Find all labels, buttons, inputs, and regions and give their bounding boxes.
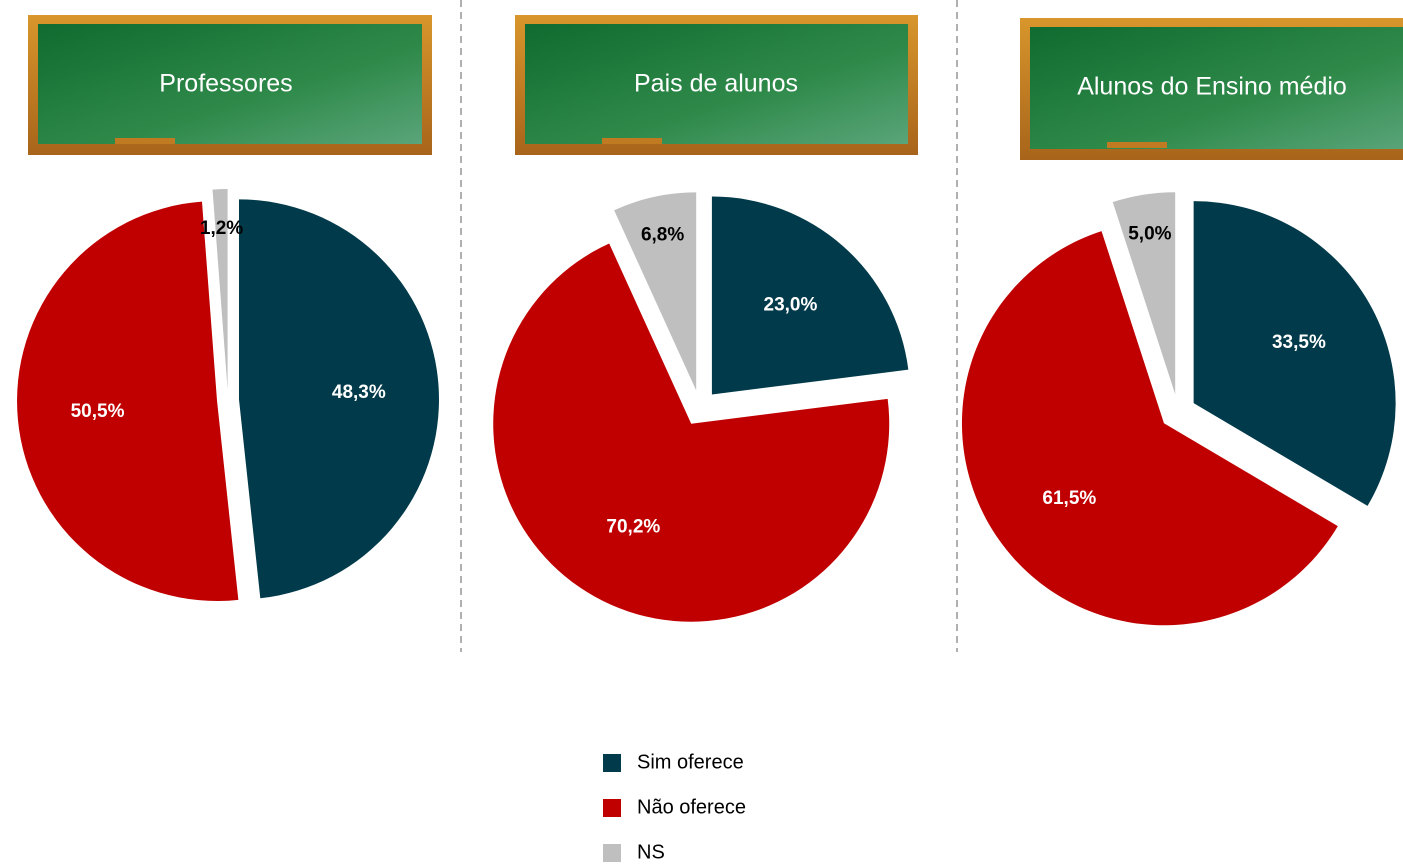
value-label: 6,8% [641,225,684,246]
value-label: 48,3% [332,382,386,403]
value-label: 70,2% [606,516,660,537]
board-title: Alunos do Ensino médio [1077,73,1347,101]
legend-label: NS [637,841,665,863]
legend-swatch [603,754,621,772]
value-label: 50,5% [71,401,125,422]
legend-label: Sim oferece [637,751,744,773]
legend-swatch [603,799,621,817]
legend-swatch [603,844,621,862]
board-title: Professores [159,70,292,98]
value-label: 61,5% [1042,488,1096,509]
page: Professores Pais de alunos Alunos do Ens… [0,0,1403,864]
value-label: 5,0% [1128,224,1171,245]
board-title: Pais de alunos [634,70,798,98]
value-label: 33,5% [1272,332,1326,353]
legend-label: Não oferece [637,796,746,818]
value-label: 23,0% [764,294,818,315]
pie-slice: Não oferece [17,202,238,601]
value-label: 1,2% [200,218,243,239]
